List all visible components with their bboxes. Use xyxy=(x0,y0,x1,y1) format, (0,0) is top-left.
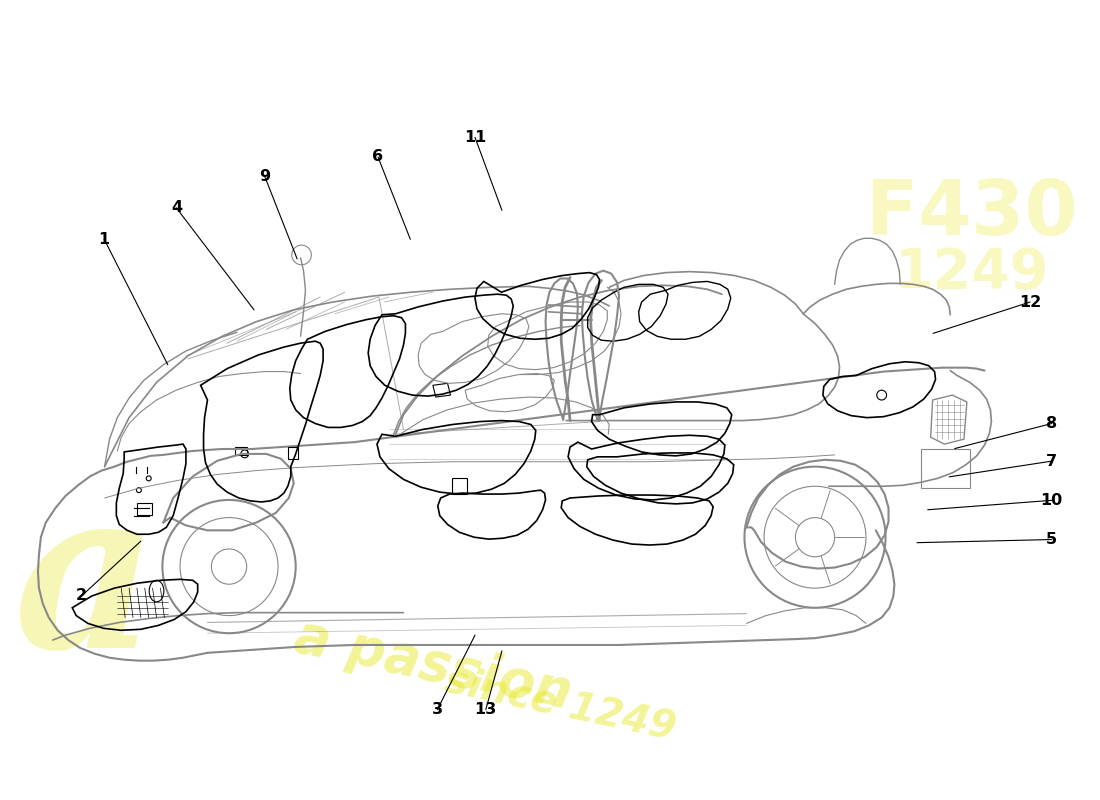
Text: 3: 3 xyxy=(431,702,443,717)
Text: a: a xyxy=(13,478,157,694)
Bar xyxy=(235,447,246,455)
Text: 1249: 1249 xyxy=(894,246,1049,300)
Text: 9: 9 xyxy=(260,169,271,184)
Text: 11: 11 xyxy=(464,130,486,145)
Text: 10: 10 xyxy=(1041,493,1063,508)
Text: 6: 6 xyxy=(373,150,384,165)
Bar xyxy=(136,503,152,514)
Text: 4: 4 xyxy=(170,201,182,215)
Text: 5: 5 xyxy=(1046,532,1057,547)
Text: 8: 8 xyxy=(1046,416,1057,431)
Text: since 1249: since 1249 xyxy=(441,661,679,746)
Text: 1: 1 xyxy=(99,232,110,246)
Bar xyxy=(921,449,970,488)
Text: 2: 2 xyxy=(76,589,87,603)
Text: 13: 13 xyxy=(475,702,497,717)
Text: F430: F430 xyxy=(866,177,1078,251)
Text: 7: 7 xyxy=(1046,454,1057,469)
Text: a passion: a passion xyxy=(289,610,576,719)
Text: 12: 12 xyxy=(1019,294,1042,310)
